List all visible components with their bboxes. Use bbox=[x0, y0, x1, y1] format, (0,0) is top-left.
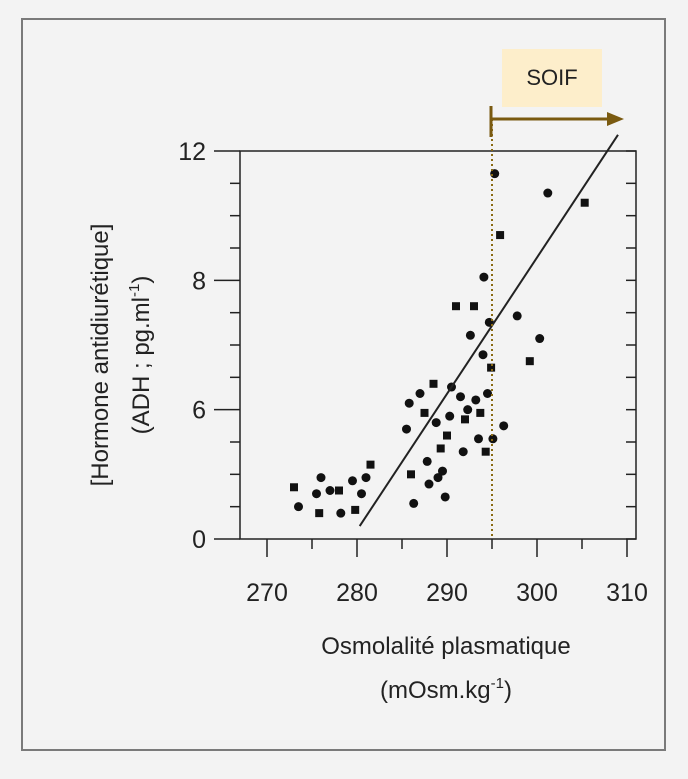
data-point bbox=[415, 389, 425, 398]
plot-area bbox=[239, 150, 637, 540]
data-point bbox=[294, 502, 303, 512]
data-point bbox=[487, 363, 496, 372]
figure-frame: SOIF 270 280 290 300 310 0 6 8 12 Osmolalité pl… bbox=[21, 18, 666, 751]
data-point bbox=[407, 470, 415, 479]
data-point bbox=[512, 311, 522, 321]
data-point bbox=[461, 415, 469, 424]
y-axis-unit-sup: -1 bbox=[126, 284, 143, 297]
y-axis-title-line1: [Hormone antidiurétique] bbox=[87, 224, 114, 487]
x-tick-label: 290 bbox=[426, 579, 468, 607]
data-point bbox=[476, 408, 485, 417]
x-axis-unit-close: ) bbox=[504, 677, 512, 704]
data-point bbox=[471, 395, 481, 405]
data-point bbox=[436, 444, 445, 453]
data-point bbox=[443, 431, 451, 440]
scatter-chart: SOIF 270 280 290 300 310 0 6 8 12 Osmolalité pl… bbox=[87, 49, 648, 704]
y-axis-title-line2: (ADH ; pg.ml-1) bbox=[126, 276, 155, 435]
data-points bbox=[290, 169, 589, 518]
data-point bbox=[440, 492, 450, 502]
data-point bbox=[580, 198, 589, 207]
data-point bbox=[366, 460, 375, 469]
data-point bbox=[316, 473, 326, 483]
data-point bbox=[351, 505, 360, 514]
axis-ticks bbox=[214, 150, 636, 557]
data-point bbox=[336, 508, 346, 518]
data-point bbox=[499, 421, 509, 431]
x-axis-unit-sup: -1 bbox=[491, 675, 504, 692]
data-point bbox=[465, 330, 475, 340]
data-point bbox=[402, 424, 411, 434]
data-point bbox=[409, 498, 419, 508]
data-point bbox=[290, 483, 298, 492]
data-point bbox=[452, 302, 460, 311]
x-tick-label: 300 bbox=[516, 579, 558, 607]
data-point bbox=[404, 398, 414, 408]
data-point bbox=[315, 509, 324, 518]
x-axis-title-line2: (mOsm.kg-1) bbox=[380, 675, 512, 704]
data-point bbox=[458, 447, 468, 457]
data-point bbox=[479, 272, 489, 282]
data-point bbox=[429, 379, 438, 388]
data-point bbox=[424, 479, 434, 489]
x-axis-unit: (mOsm.kg bbox=[380, 677, 491, 704]
data-point bbox=[357, 489, 366, 499]
data-point bbox=[474, 434, 483, 444]
data-point bbox=[438, 466, 447, 476]
data-point bbox=[422, 456, 432, 466]
data-point bbox=[420, 408, 429, 417]
data-point bbox=[335, 486, 343, 495]
data-point bbox=[543, 188, 553, 198]
y-axis-unit: (ADH ; pg.ml bbox=[128, 297, 155, 434]
data-point bbox=[312, 489, 321, 499]
x-tick-label: 270 bbox=[246, 579, 288, 607]
trend-line bbox=[358, 134, 619, 527]
data-point bbox=[433, 473, 443, 483]
soif-label-box bbox=[502, 49, 602, 107]
x-tick-label: 280 bbox=[336, 579, 378, 607]
y-tick-label: 8 bbox=[192, 267, 206, 295]
data-point bbox=[361, 473, 371, 483]
data-point bbox=[325, 486, 335, 495]
data-point bbox=[496, 231, 505, 240]
data-point bbox=[431, 418, 441, 428]
y-tick-label: 6 bbox=[192, 397, 206, 425]
x-tick-labels: 270 280 290 300 310 bbox=[246, 579, 648, 607]
y-tick-label: 0 bbox=[192, 526, 206, 554]
data-point bbox=[456, 392, 465, 402]
data-point bbox=[478, 350, 488, 360]
data-point bbox=[470, 302, 478, 311]
data-point bbox=[483, 389, 492, 398]
data-point bbox=[463, 405, 473, 415]
x-tick-label: 310 bbox=[606, 579, 648, 607]
data-point bbox=[525, 357, 534, 366]
data-point bbox=[481, 447, 490, 456]
soif-arrowhead-icon bbox=[607, 112, 624, 126]
y-tick-label: 12 bbox=[178, 138, 206, 166]
y-axis-unit-close: ) bbox=[128, 276, 155, 284]
data-point bbox=[535, 334, 545, 344]
x-axis-title-line1: Osmolalité plasmatique bbox=[321, 633, 570, 660]
y-tick-labels: 0 6 8 12 bbox=[178, 138, 206, 554]
data-point bbox=[348, 476, 357, 486]
data-point bbox=[445, 411, 455, 421]
soif-label: SOIF bbox=[526, 65, 577, 90]
data-point bbox=[488, 434, 498, 444]
